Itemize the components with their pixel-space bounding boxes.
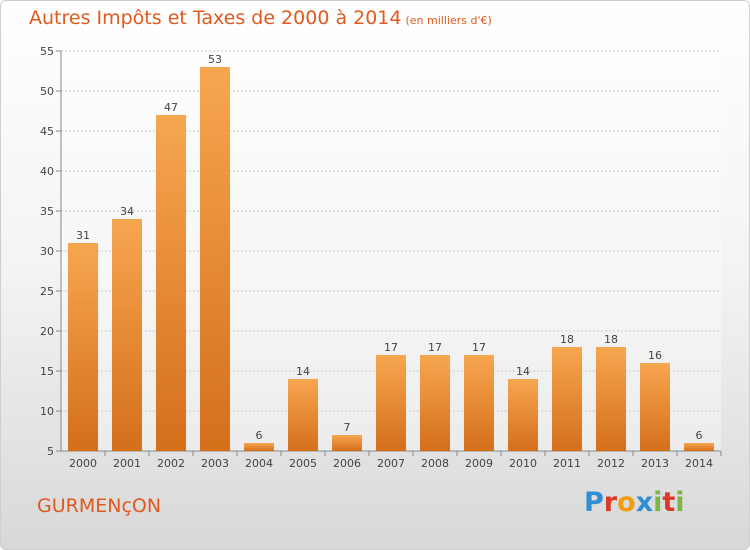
x-tick-label: 2012 [597, 457, 625, 470]
y-tick-label: 45 [40, 125, 54, 138]
data-label: 47 [164, 101, 178, 114]
x-tick-label: 2007 [377, 457, 405, 470]
bar [684, 443, 714, 451]
logo-letter: i [675, 487, 685, 518]
data-label: 31 [76, 229, 90, 242]
proxiti-logo: Proxiti [584, 487, 685, 518]
bar [420, 355, 450, 451]
x-tick-label: 2013 [641, 457, 669, 470]
y-tick-label: 50 [40, 85, 54, 98]
place-name: GURMENçON [37, 495, 162, 517]
data-label: 18 [560, 333, 574, 346]
title-text: Autres Impôts et Taxes de 2000 à 2014 [29, 7, 402, 29]
x-tick-label: 2000 [69, 457, 97, 470]
x-tick-label: 2011 [553, 457, 581, 470]
title-unit: (en milliers d'€) [405, 14, 492, 27]
bar [244, 443, 274, 451]
data-label: 14 [296, 365, 310, 378]
y-tick-label: 40 [40, 165, 54, 178]
data-label: 7 [344, 421, 351, 434]
bar [596, 347, 626, 451]
x-tick-label: 2005 [289, 457, 317, 470]
x-tick-label: 2006 [333, 457, 361, 470]
bar [68, 243, 98, 451]
logo-letter: i [653, 487, 663, 518]
data-label: 17 [384, 341, 398, 354]
data-label: 18 [604, 333, 618, 346]
logo-letter: o [617, 487, 636, 518]
x-tick-label: 2002 [157, 457, 185, 470]
x-tick-label: 2001 [113, 457, 141, 470]
x-tick-label: 2003 [201, 457, 229, 470]
bar [376, 355, 406, 451]
data-label: 17 [428, 341, 442, 354]
y-tick-label: 30 [40, 245, 54, 258]
logo-letter: t [662, 487, 676, 518]
data-label: 14 [516, 365, 530, 378]
y-tick-label: 25 [40, 285, 54, 298]
bar [156, 115, 186, 451]
chart-title: Autres Impôts et Taxes de 2000 à 2014 (en… [29, 7, 492, 29]
bar [332, 435, 362, 451]
logo-letter: P [584, 487, 604, 518]
y-tick-label: 10 [40, 405, 54, 418]
x-tick-label: 2010 [509, 457, 537, 470]
data-label: 17 [472, 341, 486, 354]
data-label: 34 [120, 205, 134, 218]
bar [508, 379, 538, 451]
data-label: 6 [696, 429, 703, 442]
data-label: 53 [208, 53, 222, 66]
y-tick-label: 15 [40, 365, 54, 378]
data-label: 16 [648, 349, 662, 362]
x-tick-label: 2004 [245, 457, 273, 470]
bar [200, 67, 230, 451]
y-tick-label: 20 [40, 325, 54, 338]
y-tick-label: 5 [47, 445, 54, 458]
y-tick-label: 35 [40, 205, 54, 218]
data-label: 6 [256, 429, 263, 442]
x-tick-label: 2014 [685, 457, 713, 470]
logo-letter: r [603, 487, 618, 518]
bar [112, 219, 142, 451]
bar [552, 347, 582, 451]
x-tick-label: 2008 [421, 457, 449, 470]
logo-letter: x [635, 487, 654, 518]
bar [288, 379, 318, 451]
y-tick-label: 55 [40, 45, 54, 58]
bar [640, 363, 670, 451]
x-tick-label: 2009 [465, 457, 493, 470]
bar [464, 355, 494, 451]
